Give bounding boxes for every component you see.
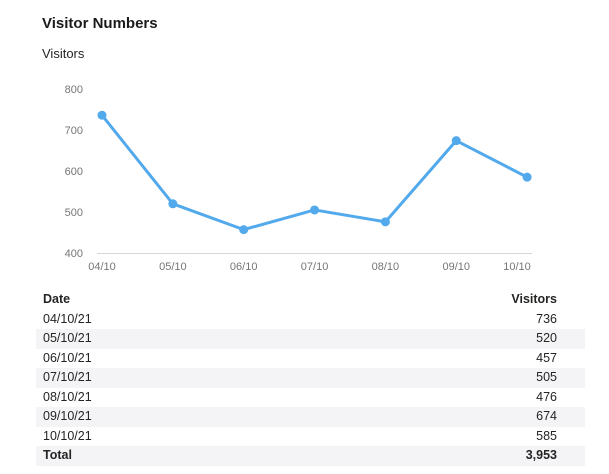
chart-y-axis-title: Visitors	[42, 46, 85, 61]
y-tick-label: 700	[65, 125, 83, 137]
x-tick-label: 09/10	[442, 261, 470, 273]
cell-visitors: 505	[536, 370, 557, 384]
table-row: 09/10/21 674	[36, 407, 585, 427]
cell-date: 09/10/21	[43, 409, 92, 423]
data-point	[168, 199, 178, 209]
y-tick-label: 400	[65, 248, 83, 260]
data-point	[522, 172, 532, 182]
y-tick-label: 600	[65, 166, 83, 178]
table-row: 08/10/21 476	[36, 388, 585, 408]
total-label: Total	[43, 448, 72, 462]
table-header-row: Date Visitors	[36, 290, 585, 310]
cell-date: 08/10/21	[43, 389, 92, 404]
data-point	[310, 205, 320, 215]
cell-date: 10/10/21	[43, 428, 92, 443]
line-chart: 400 500 600 700 800 04/10 05/10 06/10 07/10 08/10…	[65, 84, 532, 273]
cell-date: 04/10/21	[43, 311, 92, 326]
x-tick-label: 04/10	[88, 261, 116, 273]
cell-visitors: 476	[536, 389, 557, 404]
x-tick-label: 08/10	[372, 261, 400, 273]
x-tick-label: 05/10	[159, 261, 187, 273]
table-row: 05/10/21 520	[36, 329, 585, 349]
x-tick-label: 06/10	[230, 261, 258, 273]
x-tick-label: 10/10	[503, 261, 531, 273]
cell-visitors: 520	[536, 331, 557, 345]
x-tick-label: 07/10	[301, 261, 329, 273]
column-header-date: Date	[43, 292, 71, 306]
data-point	[451, 136, 461, 146]
table-body: 04/10/21 736 05/10/21 520 06/10/21 457 07/10/2…	[36, 310, 585, 447]
cell-date: 07/10/21	[43, 370, 92, 384]
data-point	[239, 225, 249, 235]
y-tick-label: 500	[65, 207, 83, 219]
cell-date: 06/10/21	[43, 350, 92, 365]
table-row: 07/10/21 505	[36, 368, 585, 388]
table-row: 04/10/21 736	[36, 310, 585, 330]
page-title: Visitor Numbers	[42, 15, 158, 32]
cell-visitors: 736	[536, 311, 557, 326]
cell-visitors: 457	[536, 350, 557, 365]
table-total-row: Total 3,953	[36, 446, 585, 466]
cell-visitors: 585	[536, 428, 557, 443]
visitors-table: Date Visitors 04/10/21 736 05/10/21 520 06/1…	[36, 290, 585, 466]
data-point	[380, 217, 390, 227]
table-row: 10/10/21 585	[36, 427, 585, 447]
total-value: 3,953	[525, 448, 557, 462]
cell-visitors: 674	[536, 409, 557, 423]
column-header-visitors: Visitors	[511, 292, 557, 306]
cell-date: 05/10/21	[43, 331, 92, 345]
data-point	[97, 110, 107, 120]
y-tick-label: 800	[65, 84, 83, 96]
table-row: 06/10/21 457	[36, 349, 585, 369]
